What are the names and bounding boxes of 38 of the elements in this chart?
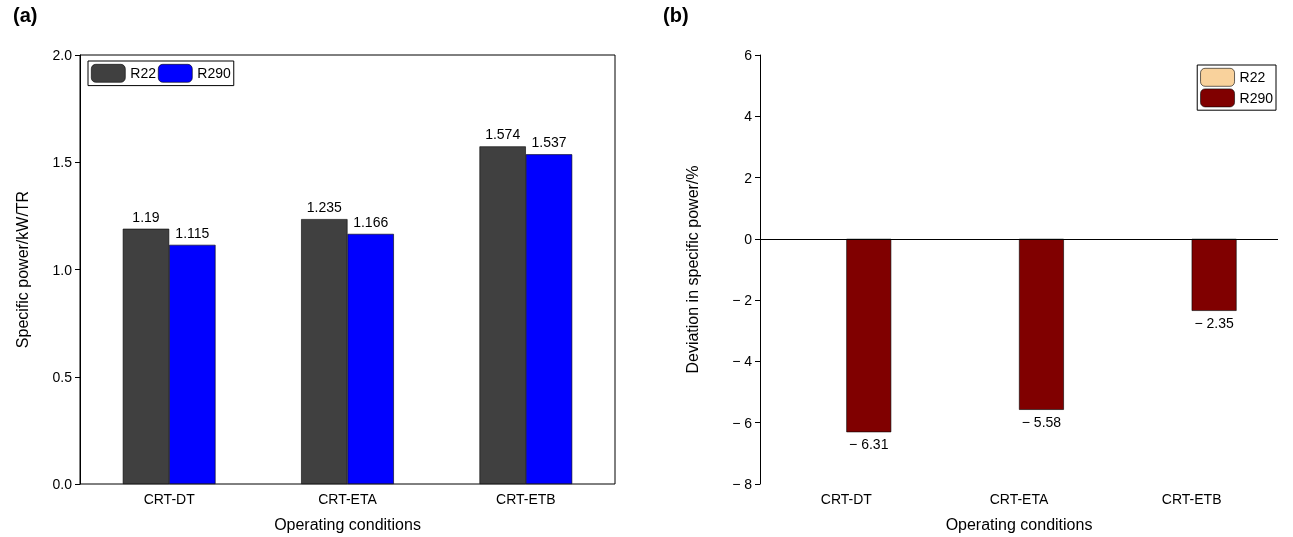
legend-label: R290 [197,65,231,82]
x-axis-title: Operating conditions [945,515,1093,533]
y-tick-label: 6 [744,47,753,63]
legend-label: R290 [1239,89,1274,106]
data-label: − 2.35 [1194,314,1234,331]
x-axis-title: Operating conditions [274,515,421,533]
y-tick-label: 0 [744,230,753,247]
y-axis-title: Deviation in specific power/% [683,165,701,374]
data-label: 1.537 [531,134,567,151]
data-label: 1.115 [175,224,210,241]
data-label: − 5.58 [1021,413,1062,430]
data-label: 1.574 [485,126,521,143]
y-tick-label: 1.0 [52,261,73,278]
legend-label: R22 [130,65,157,82]
x-tick-label: CRT-ETB [1161,491,1222,507]
y-axis-title: Specific power/kW/TR [13,190,31,349]
x-tick-label: CRT-ETA [318,491,378,507]
y-tick-label: 2 [744,169,753,186]
y-tick-label: − 8 [732,476,753,492]
y-tick-label: 0.5 [52,368,73,385]
data-label: 1.19 [132,208,160,225]
y-tick-label: − 2 [732,292,753,309]
chart-title: (b) [663,4,689,26]
chart-title: (a) [13,4,38,26]
data-label: − 6.31 [849,436,889,453]
y-tick-label: − 4 [732,353,753,370]
y-tick-label: 2.0 [52,47,73,63]
x-tick-label: CRT-DT [143,491,196,507]
y-tick-label: 1.5 [52,154,73,171]
data-label: 1.235 [306,199,343,216]
x-tick-label: CRT-DT [820,491,873,507]
x-tick-label: CRT-ETB [496,491,556,507]
y-tick-label: 4 [744,108,753,125]
data-label: 1.166 [353,213,389,230]
y-tick-label: − 6 [732,414,753,431]
x-tick-label: CRT-ETA [989,491,1049,507]
y-tick-label: 0.0 [52,476,73,492]
legend-label: R22 [1239,69,1266,86]
